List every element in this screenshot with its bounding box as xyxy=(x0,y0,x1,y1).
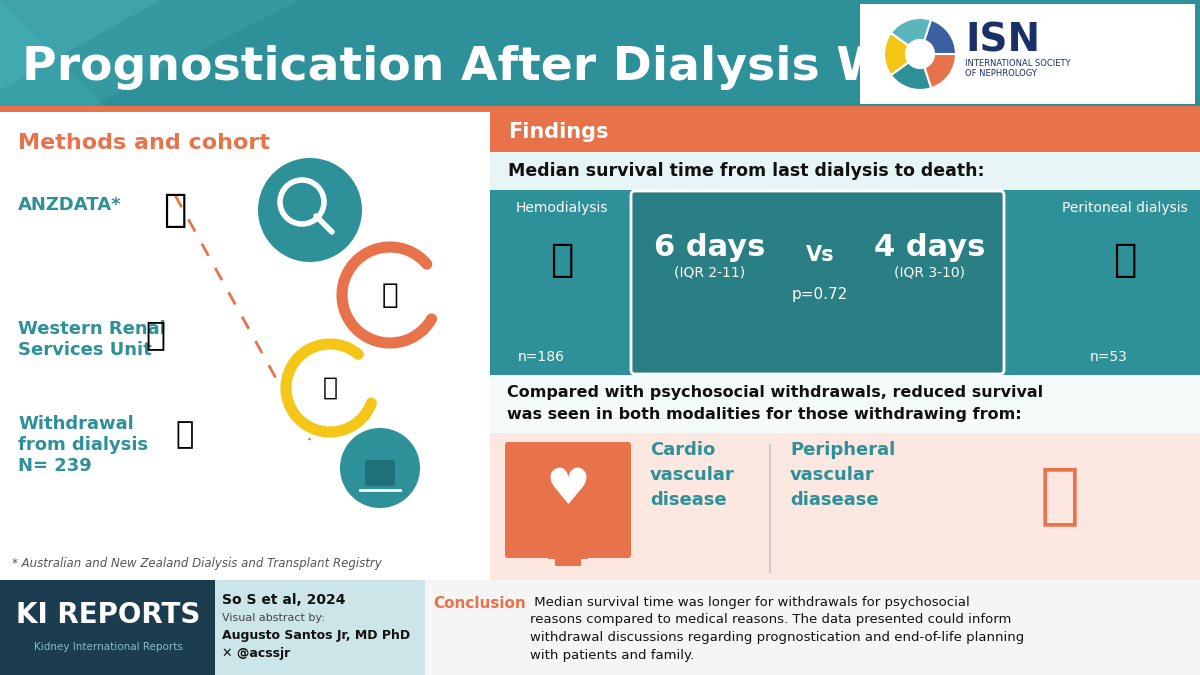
Text: Withdrawal
from dialysis
N= 239: Withdrawal from dialysis N= 239 xyxy=(18,415,148,475)
FancyBboxPatch shape xyxy=(490,152,1200,190)
Text: 6 days: 6 days xyxy=(654,234,766,263)
FancyBboxPatch shape xyxy=(490,190,1200,375)
Wedge shape xyxy=(890,18,931,54)
Text: reasons compared to medical reasons. The data presented could inform: reasons compared to medical reasons. The… xyxy=(530,614,1012,626)
FancyBboxPatch shape xyxy=(0,106,1200,112)
Circle shape xyxy=(905,39,935,69)
Polygon shape xyxy=(0,0,300,112)
Text: with patients and family.: with patients and family. xyxy=(530,649,694,662)
FancyBboxPatch shape xyxy=(860,4,1195,104)
Polygon shape xyxy=(0,0,110,112)
Text: ♥: ♥ xyxy=(546,466,590,514)
Text: 🦶: 🦶 xyxy=(1040,462,1080,528)
Text: 📄: 📄 xyxy=(382,281,398,309)
Text: Compared with psychosocial withdrawals, reduced survival: Compared with psychosocial withdrawals, … xyxy=(508,385,1043,400)
Text: Kidney International Reports: Kidney International Reports xyxy=(34,642,182,652)
Text: Augusto Santos Jr, MD PhD: Augusto Santos Jr, MD PhD xyxy=(222,630,410,643)
Text: Prognostication After Dialysis Withdrawal: Prognostication After Dialysis Withdrawa… xyxy=(22,45,1142,90)
FancyBboxPatch shape xyxy=(372,482,388,486)
FancyBboxPatch shape xyxy=(505,442,631,558)
Text: n=53: n=53 xyxy=(1090,350,1128,364)
Text: p=0.72: p=0.72 xyxy=(792,288,848,302)
Text: KI REPORTS: KI REPORTS xyxy=(16,601,200,629)
FancyBboxPatch shape xyxy=(631,191,1004,374)
Text: Peritoneal dialysis: Peritoneal dialysis xyxy=(1062,201,1188,215)
Text: INTERNATIONAL SOCIETY: INTERNATIONAL SOCIETY xyxy=(965,59,1070,68)
FancyBboxPatch shape xyxy=(490,152,1200,582)
FancyBboxPatch shape xyxy=(0,580,215,675)
FancyBboxPatch shape xyxy=(0,112,490,580)
FancyBboxPatch shape xyxy=(365,460,395,486)
Text: * Australian and New Zealand Dialysis and Transplant Registry: * Australian and New Zealand Dialysis an… xyxy=(12,556,382,570)
FancyBboxPatch shape xyxy=(554,558,581,566)
Text: withdrawal discussions regarding prognostication and end-of-life planning: withdrawal discussions regarding prognos… xyxy=(530,631,1025,644)
FancyBboxPatch shape xyxy=(215,580,425,675)
Text: So S et al, 2024: So S et al, 2024 xyxy=(222,593,346,607)
Wedge shape xyxy=(884,33,920,75)
FancyBboxPatch shape xyxy=(490,433,1200,580)
Text: Conclusion: Conclusion xyxy=(433,596,526,611)
Text: Methods and cohort: Methods and cohort xyxy=(18,133,270,153)
Wedge shape xyxy=(920,20,956,54)
Text: Cardio
vascular
disease: Cardio vascular disease xyxy=(650,441,734,509)
Text: ANZDATA*: ANZDATA* xyxy=(18,196,121,214)
Text: Median survival time was longer for withdrawals for psychosocial: Median survival time was longer for with… xyxy=(530,596,970,609)
Text: OF NEPHROLOGY: OF NEPHROLOGY xyxy=(965,68,1037,78)
Text: Western Renal
Services Unit: Western Renal Services Unit xyxy=(18,320,166,359)
FancyBboxPatch shape xyxy=(490,375,1200,433)
Text: Visual abstract by:: Visual abstract by: xyxy=(222,613,325,623)
Text: (IQR 2-11): (IQR 2-11) xyxy=(674,265,745,279)
Text: 📊: 📊 xyxy=(323,376,337,400)
Text: n=186: n=186 xyxy=(518,350,565,364)
FancyBboxPatch shape xyxy=(0,0,1200,112)
FancyBboxPatch shape xyxy=(490,112,1200,152)
FancyBboxPatch shape xyxy=(548,553,588,559)
Text: 4 days: 4 days xyxy=(875,234,985,263)
Text: was seen in both modalities for those withdrawing from:: was seen in both modalities for those wi… xyxy=(508,408,1021,423)
Text: Peripheral
vascular
diasease: Peripheral vascular diasease xyxy=(790,441,895,509)
Wedge shape xyxy=(890,54,931,90)
Text: 🛌: 🛌 xyxy=(1114,241,1136,279)
Polygon shape xyxy=(0,0,160,90)
Text: 🖥: 🖥 xyxy=(176,421,194,450)
Text: Median survival time from last dialysis to death:: Median survival time from last dialysis … xyxy=(508,162,985,180)
FancyBboxPatch shape xyxy=(425,580,1200,675)
Text: Vs: Vs xyxy=(805,245,834,265)
Text: ✕ @acssjr: ✕ @acssjr xyxy=(222,647,290,661)
Text: 🗺: 🗺 xyxy=(163,191,187,229)
Text: ISN: ISN xyxy=(965,21,1040,59)
Text: 🏥: 🏥 xyxy=(551,241,574,279)
Text: (IQR 3-10): (IQR 3-10) xyxy=(894,265,966,279)
Text: Hemodialysis: Hemodialysis xyxy=(516,201,608,215)
Text: Findings: Findings xyxy=(508,122,608,142)
Text: 🔭: 🔭 xyxy=(145,319,166,352)
Wedge shape xyxy=(920,54,956,88)
Circle shape xyxy=(258,158,362,262)
FancyBboxPatch shape xyxy=(0,580,1200,675)
Circle shape xyxy=(340,428,420,508)
